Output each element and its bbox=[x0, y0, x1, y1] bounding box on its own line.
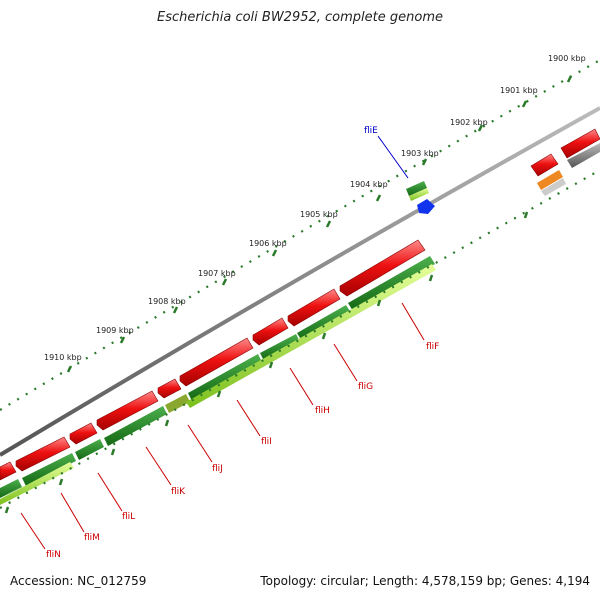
tick-label-1903: 1903 kbp bbox=[401, 149, 439, 158]
cds-fliL bbox=[69, 422, 98, 445]
cds-fliM bbox=[15, 436, 71, 472]
cds-fliJ bbox=[157, 378, 182, 399]
forward-cds-track bbox=[0, 128, 600, 481]
cds-fliN bbox=[0, 461, 17, 481]
inner-major-ticks bbox=[4, 211, 529, 514]
fliE-feature bbox=[406, 181, 435, 214]
reverse-cds-track bbox=[0, 256, 435, 498]
accession-text: Accession: NC_012759 bbox=[10, 574, 147, 588]
gene-label-fliM: fliM bbox=[84, 533, 100, 543]
cds-upper-2 bbox=[560, 128, 600, 159]
tick-label-1905: 1905 kbp bbox=[300, 210, 338, 219]
light-green-track bbox=[0, 264, 436, 505]
cds-fliF bbox=[339, 239, 426, 297]
rev-cds-9 bbox=[0, 479, 22, 498]
gene-label-fliH: fliH bbox=[315, 406, 330, 416]
gene-label-fliL: fliL bbox=[122, 512, 135, 522]
cds-fliH bbox=[252, 317, 289, 346]
blue-feature bbox=[417, 199, 435, 214]
outer-major-ticks bbox=[66, 75, 573, 373]
gene-label-fliN: fliN bbox=[46, 550, 61, 560]
tick-label-1910: 1910 kbp bbox=[44, 353, 82, 362]
genome-backbone bbox=[0, 106, 600, 457]
gene-label-fliF: fliF bbox=[426, 342, 439, 352]
cds-fliI bbox=[179, 337, 254, 387]
tick-label-1909: 1909 kbp bbox=[96, 326, 134, 335]
gene-label-fliI: fliI bbox=[261, 437, 272, 447]
rev-cds-8 bbox=[22, 453, 76, 486]
map-title: Escherichia coli BW2952, complete genome bbox=[157, 10, 443, 25]
tick-label-1908: 1908 kbp bbox=[148, 297, 186, 306]
topology-text: Topology: circular; Length: 4,578,159 bp… bbox=[260, 574, 590, 588]
cds-fliG bbox=[287, 288, 341, 327]
upper-right-features bbox=[537, 143, 600, 196]
tick-label-1900: 1900 kbp bbox=[548, 54, 586, 63]
rev-cds-4 bbox=[188, 354, 262, 401]
rev-cds-7 bbox=[75, 439, 104, 460]
gene-label-fliK: fliK bbox=[171, 487, 186, 497]
inner-tick-ring bbox=[0, 169, 600, 509]
gene-label-fliJ: fliJ bbox=[212, 464, 223, 474]
tick-label-1906: 1906 kbp bbox=[249, 239, 287, 248]
rev-cds-5 bbox=[165, 394, 190, 413]
gene-label-fliG: fliG bbox=[358, 382, 373, 392]
orange-feature bbox=[537, 170, 563, 190]
rev-cds-6 bbox=[104, 406, 167, 446]
label-leaders bbox=[20, 135, 425, 550]
tick-label-1904: 1904 kbp bbox=[350, 180, 388, 189]
tick-label-1901: 1901 kbp bbox=[500, 86, 538, 95]
rev-cds-1 bbox=[348, 256, 435, 311]
outer-tick-ring bbox=[0, 59, 600, 411]
gene-label-fliE: fliE bbox=[364, 126, 378, 136]
rev-cds-2 bbox=[297, 305, 351, 341]
cds-upper-1 bbox=[530, 153, 559, 177]
rev-cds-3 bbox=[260, 334, 300, 361]
tick-label-1902: 1902 kbp bbox=[450, 118, 488, 127]
tick-label-1907: 1907 kbp bbox=[198, 269, 236, 278]
cds-fliK bbox=[96, 390, 159, 431]
